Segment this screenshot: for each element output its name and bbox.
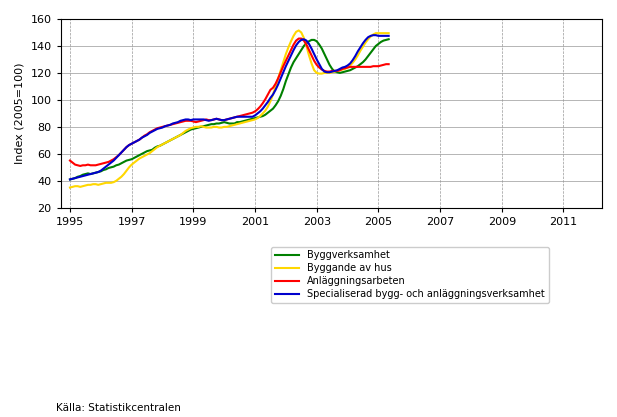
Anläggningsarbeten <box>143 132 151 137</box>
Anläggningsarbeten <box>295 36 302 41</box>
Byggverksamhet <box>264 110 271 115</box>
Anläggningsarbeten <box>385 62 392 67</box>
Specialiserad bygg- och anläggningsverksamhet <box>141 134 148 139</box>
Byggande av hus <box>336 68 344 73</box>
Specialiserad bygg- och anläggningsverksamhet <box>66 177 73 182</box>
Byggande av hus <box>295 28 302 33</box>
Line: Byggande av hus: Byggande av hus <box>70 30 389 188</box>
Specialiserad bygg- och anläggningsverksamhet <box>365 35 372 40</box>
Byggverksamhet <box>365 53 372 58</box>
Byggverksamhet <box>341 69 349 74</box>
Line: Specialiserad bygg- och anläggningsverksamhet: Specialiserad bygg- och anläggningsverks… <box>70 35 389 179</box>
Byggande av hus <box>141 153 148 158</box>
Byggande av hus <box>367 34 375 39</box>
Byggverksamhet <box>66 177 73 182</box>
Byggande av hus <box>66 185 73 190</box>
Anläggningsarbeten <box>370 64 377 69</box>
Specialiserad bygg- och anläggningsverksamhet <box>370 33 377 38</box>
Anläggningsarbeten <box>66 158 73 163</box>
Text: Källa: Statistikcentralen: Källa: Statistikcentralen <box>56 403 180 413</box>
Specialiserad bygg- och anläggningsverksamhet <box>341 64 349 69</box>
Byggverksamhet <box>141 150 148 155</box>
Specialiserad bygg- och anläggningsverksamhet <box>334 68 341 73</box>
Byggande av hus <box>344 65 351 70</box>
Specialiserad bygg- och anläggningsverksamhet <box>385 33 392 38</box>
Line: Anläggningsarbeten: Anläggningsarbeten <box>70 38 389 166</box>
Anläggningsarbeten <box>151 127 159 132</box>
Byggande av hus <box>264 104 271 109</box>
Specialiserad bygg- och anläggningsverksamhet <box>149 129 156 134</box>
Anläggningsarbeten <box>346 64 354 69</box>
Legend: Byggverksamhet, Byggande av hus, Anläggningsarbeten, Specialiserad bygg- och anl: Byggverksamhet, Byggande av hus, Anläggn… <box>271 246 549 303</box>
Line: Byggverksamhet: Byggverksamhet <box>70 39 389 179</box>
Byggande av hus <box>149 148 156 153</box>
Y-axis label: Index (2005=100): Index (2005=100) <box>15 63 25 164</box>
Byggande av hus <box>385 31 392 36</box>
Specialiserad bygg- och anläggningsverksamhet <box>264 99 271 104</box>
Byggverksamhet <box>385 37 392 42</box>
Byggverksamhet <box>334 70 341 75</box>
Anläggningsarbeten <box>77 163 84 168</box>
Byggverksamhet <box>149 147 156 152</box>
Anläggningsarbeten <box>267 87 274 92</box>
Anläggningsarbeten <box>339 66 346 71</box>
